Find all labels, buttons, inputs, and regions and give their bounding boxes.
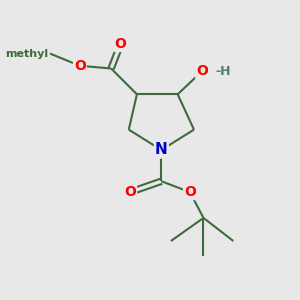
Text: N: N (155, 142, 168, 158)
Text: O: O (115, 37, 127, 51)
Text: O: O (124, 185, 136, 199)
Text: O: O (184, 185, 196, 199)
Text: -H: -H (216, 65, 231, 78)
Text: O: O (196, 64, 208, 78)
Text: O: O (74, 59, 86, 73)
Text: methyl: methyl (5, 49, 49, 58)
